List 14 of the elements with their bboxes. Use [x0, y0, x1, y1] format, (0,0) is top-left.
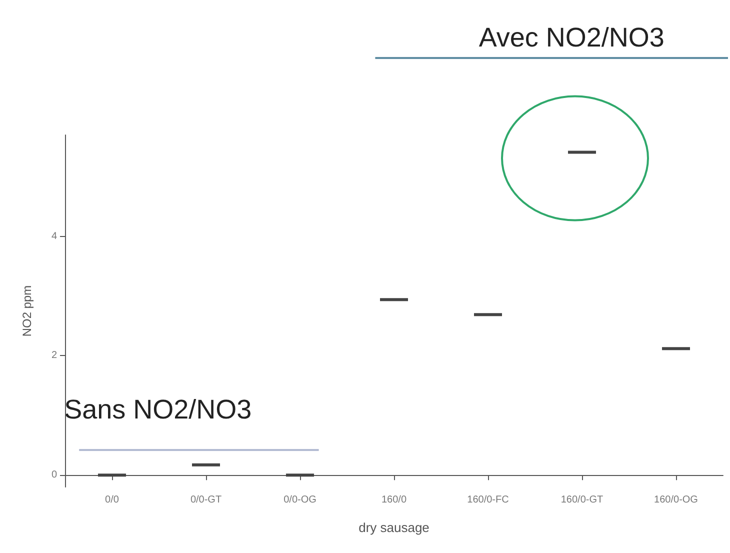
x-tick-label: 160/0-OG — [654, 494, 698, 506]
y-tick-label: 0 — [51, 470, 58, 481]
x-tick-label: 0/0-GT — [190, 494, 222, 506]
x-tick-label: 0/0-OG — [284, 494, 317, 506]
x-tick-label: 0/0 — [105, 494, 120, 506]
x-axis-title: dry sausage — [358, 520, 430, 535]
y-tick-label: 2 — [51, 350, 58, 362]
text: Avec NO2/NO3 — [478, 22, 664, 52]
y-tick-label: 4 — [51, 230, 58, 242]
x-tick-label: 160/0-FC — [467, 494, 509, 506]
annotation: Sans NO2/NO3 — [64, 394, 252, 424]
x-tick-label: 160/0-GT — [560, 494, 604, 506]
x-tick-label: 160/0 — [381, 494, 407, 506]
y-axis-title: NO2 ppm — [20, 285, 34, 337]
